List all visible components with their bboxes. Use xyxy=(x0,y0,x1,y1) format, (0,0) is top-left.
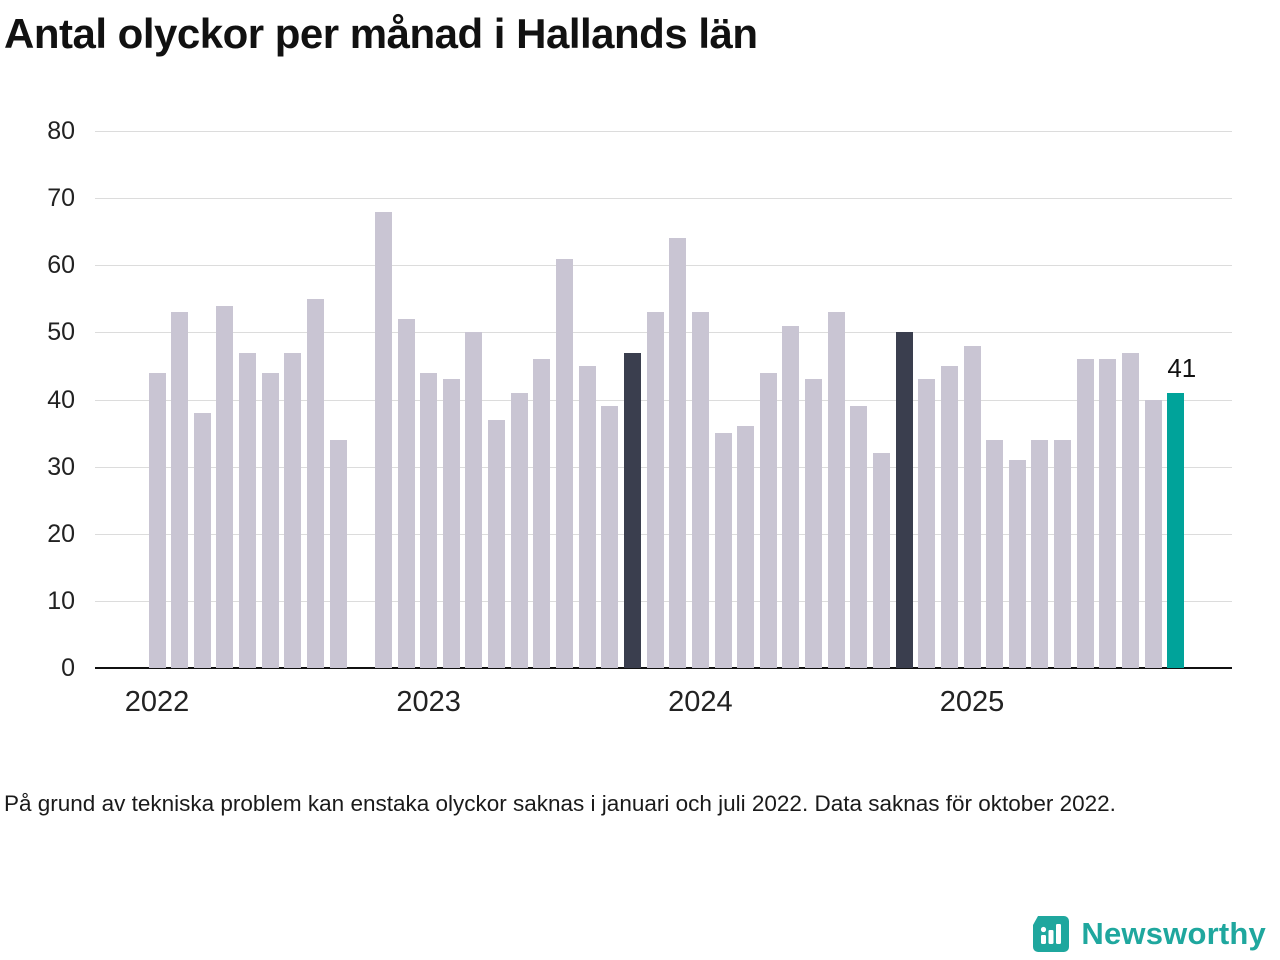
bar-2024-11 xyxy=(918,379,936,668)
bar-2024-04 xyxy=(759,372,777,668)
bar-2024-01 xyxy=(691,312,709,668)
bar-2023-07 xyxy=(556,258,574,668)
bar-2023-01 xyxy=(420,372,438,668)
bar-2024-02 xyxy=(714,433,732,668)
bar-2024-10 xyxy=(895,332,913,668)
bar-2023-06 xyxy=(533,359,551,668)
y-axis-tick-label: 70 xyxy=(47,184,75,213)
y-axis-tick-label: 0 xyxy=(61,654,75,682)
bar-2022-11 xyxy=(374,211,392,668)
bar-2024-08 xyxy=(850,406,868,668)
x-axis-year-label-2024: 2024 xyxy=(668,686,733,718)
bar-2023-04 xyxy=(488,419,506,668)
bar-2025-07 xyxy=(1099,359,1117,668)
bar-2024-05 xyxy=(782,325,800,668)
y-axis-tick-label: 30 xyxy=(47,452,75,481)
y-axis-tick-label: 40 xyxy=(47,385,75,414)
y-axis-tick-label: 50 xyxy=(47,318,75,347)
bar-2023-05 xyxy=(510,392,528,668)
bar-2022-07 xyxy=(284,352,302,668)
bar-2022-03 xyxy=(193,412,211,668)
newsworthy-logo-icon xyxy=(1033,916,1070,952)
chart-footnote: På grund av tekniska problem kan enstaka… xyxy=(4,791,1116,816)
bar-2025-01 xyxy=(963,345,981,668)
bar-2022-09 xyxy=(329,439,347,668)
chart-title: Antal olyckor per månad i Hallands län xyxy=(4,10,758,57)
bar-2025-04 xyxy=(1031,439,1049,668)
bar-2025-06 xyxy=(1076,359,1094,668)
bar-2023-02 xyxy=(442,379,460,668)
bar-2024-06 xyxy=(805,379,823,668)
bar-2022-01 xyxy=(148,372,166,668)
gridline-y80 xyxy=(95,131,1232,132)
newsworthy-wordmark: Newsworthy xyxy=(1081,916,1266,951)
latest-value-label: 41 xyxy=(1167,352,1197,383)
bar-2023-08 xyxy=(578,365,596,668)
bar-2024-07 xyxy=(827,312,845,668)
bar-2023-03 xyxy=(465,332,483,668)
bar-2022-04 xyxy=(216,305,234,668)
bar-2022-02 xyxy=(171,312,189,668)
x-axis-year-label-2023: 2023 xyxy=(396,686,461,718)
y-axis-tick-label: 60 xyxy=(47,251,75,280)
bar-2023-09 xyxy=(601,406,619,668)
x-axis-year-label-2022: 2022 xyxy=(124,686,190,718)
gridline-y60 xyxy=(95,265,1232,267)
bar-2025-05 xyxy=(1054,439,1072,668)
bar-2025-03 xyxy=(1008,459,1026,668)
y-axis-tick-label: 10 xyxy=(47,586,75,615)
bar-2023-10 xyxy=(623,352,641,668)
y-axis-tick-label: 20 xyxy=(47,519,75,548)
newsworthy-logo: Newsworthy xyxy=(1031,912,1266,956)
bar-2022-12 xyxy=(397,318,415,668)
monthly-accidents-bar-chart: 0 10 20 30 40 50 60 70 80 2022 2023 2024 2025 41 xyxy=(47,117,1232,718)
bar-2025-02 xyxy=(986,439,1004,668)
bar-2022-08 xyxy=(306,298,324,668)
bar-2023-12 xyxy=(669,238,687,668)
y-axis-tick-label: 80 xyxy=(47,117,75,145)
bar-2024-03 xyxy=(737,426,755,668)
x-axis-year-label-2025: 2025 xyxy=(939,686,1005,718)
bar-2024-12 xyxy=(940,365,958,668)
bar-2025-08 xyxy=(1122,352,1140,668)
bar-2024-09 xyxy=(872,453,890,668)
bar-2025-09 xyxy=(1144,399,1162,668)
bar-2023-11 xyxy=(646,312,664,668)
bar-2022-06 xyxy=(261,372,279,668)
gridline-y70 xyxy=(95,198,1232,200)
x-axis-line xyxy=(95,667,1232,669)
bar-2025-10 xyxy=(1167,392,1185,668)
bar-2022-05 xyxy=(239,352,257,668)
